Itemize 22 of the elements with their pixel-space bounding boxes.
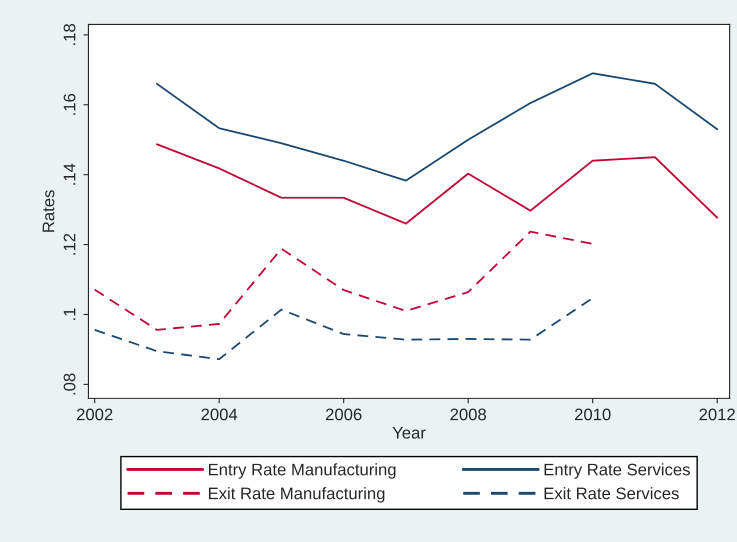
x-tick-label: 2012 (699, 408, 735, 420)
y-tick-label: .08 (64, 374, 76, 394)
y-tick-label: .12 (64, 234, 76, 255)
x-tick-label: 2004 (201, 408, 238, 420)
y-axis-title: Rates (42, 190, 54, 232)
x-tick-label: 2002 (76, 408, 112, 420)
y-tick-label: .18 (64, 24, 76, 45)
y-tick-label: .1 (64, 308, 76, 320)
x-axis-title: Year (392, 427, 426, 439)
x-tick-label: 2010 (574, 408, 611, 420)
legend-label: Entry Rate Services (544, 463, 690, 479)
legend-label: Exit Rate Manufacturing (208, 487, 384, 503)
line-series (94, 297, 594, 360)
legend-label: Entry Rate Manufacturing (208, 463, 396, 479)
line-series (156, 72, 718, 182)
line-series (94, 230, 594, 331)
line-series (156, 143, 718, 225)
y-tick-label: .16 (64, 94, 76, 115)
x-tick-label: 2006 (326, 408, 362, 420)
x-tick-label: 2008 (450, 408, 486, 420)
y-tick-label: .14 (64, 164, 76, 185)
legend-label: Exit Rate Services (544, 487, 679, 500)
